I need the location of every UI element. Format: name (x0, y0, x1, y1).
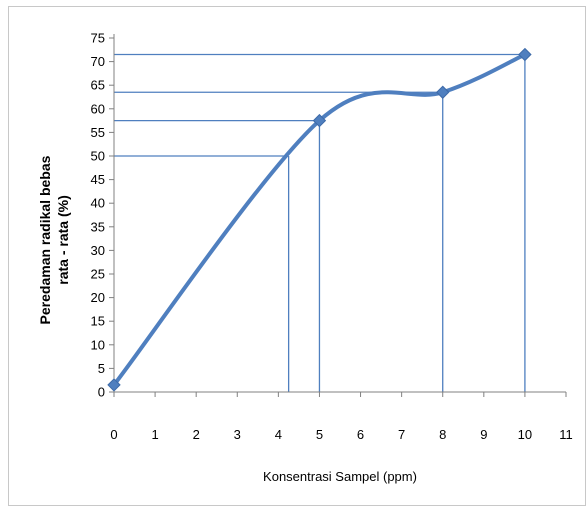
x-tick-label: 8 (439, 427, 446, 442)
y-axis-ticks: 0 5 10 15 20 25 30 35 40 45 50 55 60 65 70 75 (91, 31, 114, 400)
axes (113, 34, 566, 393)
x-tick-label: 3 (234, 427, 241, 442)
y-tick-label: 65 (91, 78, 105, 93)
x-tick-label: 6 (357, 427, 364, 442)
y-axis-label: Peredaman radikal bebas rata - rata (%) (37, 155, 71, 324)
x-tick-label: 10 (518, 427, 532, 442)
x-tick-label: 0 (110, 427, 117, 442)
y-tick-label: 30 (91, 243, 105, 258)
data-point-marker (436, 85, 450, 99)
y-tick-label: 45 (91, 172, 105, 187)
y-tick-label: 35 (91, 219, 105, 234)
x-tick-label: 5 (316, 427, 323, 442)
y-tick-label: 50 (91, 149, 105, 164)
x-axis-ticks: 0 1 2 3 4 5 6 7 8 9 10 11 (110, 392, 573, 442)
x-tick-label: 9 (480, 427, 487, 442)
x-tick-label: 4 (275, 427, 282, 442)
data-point-marker (518, 47, 532, 62)
chart-frame (8, 6, 586, 506)
x-tick-label: 2 (193, 427, 200, 442)
y-axis-label-line2: rata - rata (%) (55, 195, 71, 284)
x-tick-label: 7 (398, 427, 405, 442)
y-tick-label: 70 (91, 54, 105, 69)
x-axis-label: Konsentrasi Sampel (ppm) (263, 469, 417, 484)
y-tick-label: 55 (91, 125, 105, 140)
y-tick-label: 0 (98, 385, 105, 400)
y-tick-label: 60 (91, 101, 105, 116)
y-tick-label: 75 (91, 31, 105, 46)
y-axis-label-line1: Peredaman radikal bebas (37, 155, 53, 324)
series-line (112, 52, 527, 387)
data-series (107, 47, 532, 392)
data-point-marker (312, 113, 327, 128)
reference-lines (114, 53, 526, 392)
x-tick-label: 1 (151, 427, 158, 442)
y-tick-label: 20 (91, 290, 105, 305)
y-tick-label: 25 (91, 267, 105, 282)
x-tick-label: 11 (559, 427, 573, 442)
y-tick-label: 15 (91, 314, 105, 329)
y-tick-label: 10 (91, 337, 105, 352)
data-point-marker (107, 378, 121, 392)
y-tick-label: 5 (98, 361, 105, 376)
y-tick-label: 40 (91, 196, 105, 211)
